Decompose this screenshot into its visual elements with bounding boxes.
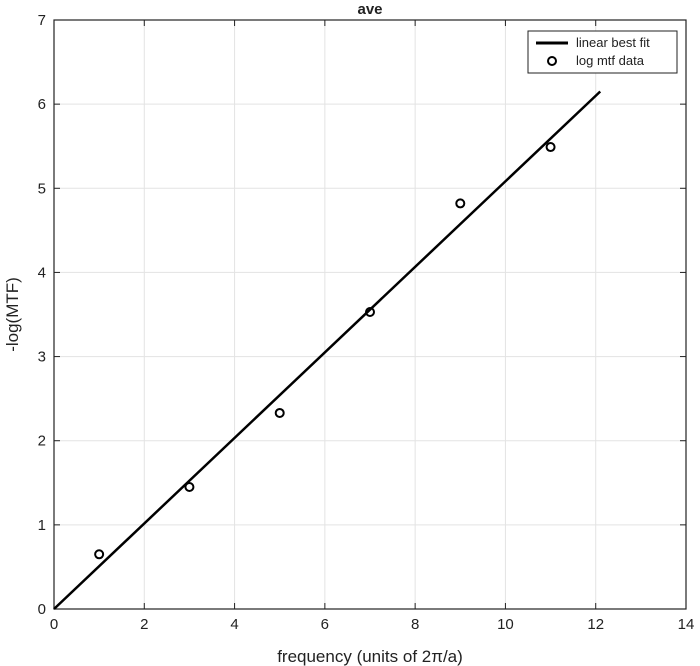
legend-marker-swatch xyxy=(547,56,557,66)
data-point xyxy=(274,407,285,418)
y-tick-label: 0 xyxy=(38,601,46,618)
series-layer xyxy=(53,90,602,610)
x-tick-label: 2 xyxy=(140,616,148,633)
x-tick-label: 0 xyxy=(50,616,58,633)
y-tick-label: 2 xyxy=(38,433,46,450)
y-tick-label: 6 xyxy=(38,96,46,113)
data-point xyxy=(545,142,556,153)
data-point xyxy=(455,198,466,209)
x-tick-label: 12 xyxy=(587,616,604,633)
legend: linear best fit log mtf data xyxy=(527,30,678,74)
legend-entry-linear-best-fit: linear best fit xyxy=(576,35,650,50)
y-tick-label: 3 xyxy=(38,349,46,366)
grid xyxy=(53,19,687,610)
x-tick-label: 14 xyxy=(678,616,695,633)
legend-entry-log-mtf-data: log mtf data xyxy=(576,53,645,68)
x-tick-label: 6 xyxy=(321,616,329,633)
plot-area-frame xyxy=(53,19,687,610)
y-tick-label: 7 xyxy=(38,12,46,29)
legend-box xyxy=(527,30,678,74)
x-tick-label: 4 xyxy=(230,616,238,633)
x-tick-label: 8 xyxy=(411,616,419,633)
chart-title: ave xyxy=(357,1,382,18)
y-tick-label: 5 xyxy=(38,180,46,197)
y-tick-label: 4 xyxy=(38,264,46,281)
data-point xyxy=(94,549,105,560)
data-point xyxy=(184,481,195,492)
best-fit-line xyxy=(53,90,602,610)
y-tick-label: 1 xyxy=(38,517,46,534)
x-tick-label: 10 xyxy=(497,616,514,633)
y-axis-label: -log(MTF) xyxy=(3,277,22,352)
x-axis-label: frequency (units of 2π/a) xyxy=(277,647,463,666)
data-point xyxy=(365,306,375,317)
